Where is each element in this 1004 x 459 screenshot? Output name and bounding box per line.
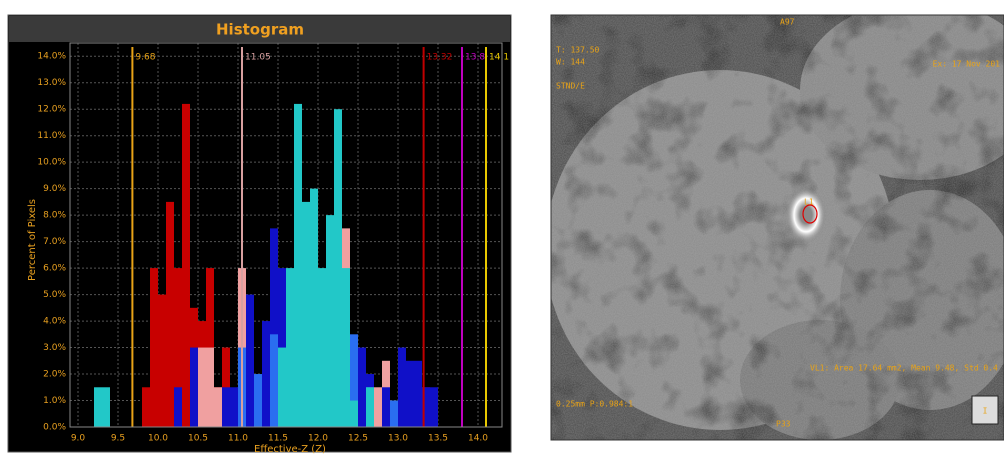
bar <box>270 334 278 427</box>
bar <box>358 348 366 427</box>
bar <box>222 387 230 427</box>
bar <box>390 401 398 427</box>
bar <box>342 268 350 427</box>
overlay-text: STND/E <box>556 82 585 91</box>
y-tick-label: 6.0% <box>43 264 66 274</box>
bar <box>430 387 438 427</box>
y-tick-label: 12.0% <box>37 105 66 115</box>
x-tick-label: 9.5 <box>111 434 125 444</box>
y-tick-label: 3.0% <box>43 343 66 353</box>
x-tick-label: 9.0 <box>71 434 86 444</box>
overlay-text: T: 137.50 <box>556 46 600 55</box>
bar <box>174 387 182 427</box>
overlay-text: I <box>983 407 988 416</box>
bar <box>254 374 262 427</box>
y-tick-label: 4.0% <box>43 317 66 327</box>
bar <box>366 387 374 427</box>
overlay-text: W: 144 <box>556 58 585 67</box>
bar <box>414 361 422 427</box>
threshold-label: 14.1 <box>489 53 509 63</box>
bar <box>382 387 390 427</box>
bar <box>182 104 190 427</box>
overlay-text: VL1: Area 17.64 mm2, Mean 9.48, Std 0.4 <box>810 364 998 373</box>
y-tick-label: 8.0% <box>43 211 66 221</box>
overlay-text: Ex: 17 Nov 201 <box>933 60 1001 69</box>
bar <box>374 387 382 427</box>
threshold-label: 9.68 <box>135 53 155 63</box>
x-tick-label: 13.5 <box>428 434 448 444</box>
x-axis-label: Effective-Z (Z) <box>254 444 326 455</box>
bar <box>94 387 102 427</box>
bar <box>214 387 222 427</box>
bar <box>278 348 286 427</box>
chart-title: Histogram <box>216 21 304 39</box>
x-tick-label: 14.0 <box>468 434 488 444</box>
bar <box>262 321 270 427</box>
y-axis-label: Percent of Pixels <box>27 199 38 281</box>
screen: Histogram Percent of Pixels Effective-Z … <box>0 0 1004 455</box>
x-tick-label: 10.0 <box>148 434 168 444</box>
bar <box>230 387 238 427</box>
overlay-text: 0.25mm P:0.984:1 <box>556 400 633 409</box>
bar <box>206 348 214 427</box>
bar <box>334 109 342 427</box>
page: Histogram Percent of Pixels Effective-Z … <box>0 0 1004 455</box>
bar <box>406 361 414 427</box>
bar <box>350 401 358 427</box>
x-tick-label: 10.5 <box>188 434 208 444</box>
bar <box>326 215 334 427</box>
threshold-label: 11.05 <box>245 53 271 63</box>
bar <box>302 202 310 427</box>
x-tick-label: 12.0 <box>308 434 328 444</box>
bar <box>318 268 326 427</box>
x-tick-label: 11.0 <box>228 434 248 444</box>
y-tick-label: 9.0% <box>43 184 66 194</box>
bar <box>190 348 198 427</box>
bar <box>158 295 166 427</box>
x-tick-label: 13.0 <box>388 434 408 444</box>
y-tick-label: 14.0% <box>37 52 66 62</box>
bar <box>102 387 110 427</box>
bar <box>166 202 174 427</box>
y-tick-label: 5.0% <box>43 290 66 300</box>
x-tick-label: 11.5 <box>268 434 288 444</box>
bar <box>150 268 158 427</box>
y-tick-label: 7.0% <box>43 237 66 247</box>
bar <box>294 104 302 427</box>
threshold-label: 13.32 <box>427 53 453 63</box>
bar <box>198 348 206 427</box>
y-tick-label: 1.0% <box>43 396 66 406</box>
overlay-text: L1 <box>804 198 814 207</box>
bar <box>286 268 294 427</box>
bar <box>398 348 406 427</box>
overlay-text: A97 <box>780 18 795 27</box>
y-tick-label: 2.0% <box>43 370 66 380</box>
y-tick-label: 0.0% <box>43 423 66 433</box>
bar <box>246 295 254 427</box>
overlay-text: P33 <box>776 420 791 429</box>
bar <box>142 387 150 427</box>
x-tick-label: 12.5 <box>348 434 368 444</box>
y-tick-label: 11.0% <box>37 131 66 141</box>
bar <box>310 189 318 427</box>
threshold-label: 13.8 <box>465 53 485 63</box>
y-tick-label: 10.0% <box>37 158 66 168</box>
y-tick-label: 13.0% <box>37 78 66 88</box>
